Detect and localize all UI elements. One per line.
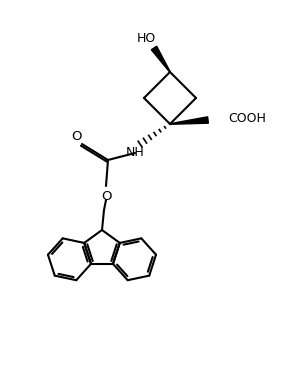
Text: COOH: COOH xyxy=(228,111,266,125)
Text: O: O xyxy=(101,190,111,203)
Text: O: O xyxy=(71,130,81,142)
Polygon shape xyxy=(170,117,208,124)
Polygon shape xyxy=(151,46,170,72)
Text: NH: NH xyxy=(126,147,144,160)
Text: HO: HO xyxy=(136,33,156,46)
